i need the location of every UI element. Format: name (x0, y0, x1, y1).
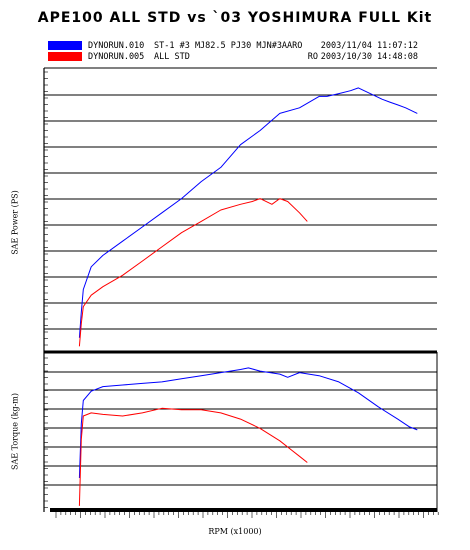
torque-series-line-0 (78, 367, 418, 479)
legend-desc: ST-1 #3 MJ82.5 PJ30 MJN#3AARO (154, 40, 303, 51)
legend-file: DYNORUN.010 (88, 40, 145, 51)
legend-entry-red: DYNORUN.005 ALL STD RO 2003/10/30 14:48:… (48, 51, 418, 62)
legend-date: 2003/10/30 14:48:08 (320, 51, 418, 62)
legend-tag: RO (307, 51, 318, 62)
legend-swatch-red (48, 52, 82, 61)
legend-desc: ALL STD (154, 51, 190, 62)
legend-file: DYNORUN.005 (88, 51, 145, 62)
power-series-line-0 (78, 87, 418, 338)
legend-entry-blue: DYNORUN.010 ST-1 #3 MJ82.5 PJ30 MJN#3AAR… (48, 40, 418, 51)
legend-swatch-blue (48, 41, 82, 50)
legend-date: 2003/11/04 11:07:12 (320, 40, 418, 51)
x-axis-label: RPM (x1000) (208, 527, 262, 536)
torque-series-line-1 (78, 407, 308, 506)
torque-axis-label: SAE Torque (kg-m) (10, 392, 20, 471)
x-axis-bar (50, 508, 437, 512)
chart-title: APE100 ALL STD vs `03 YOSHIMURA FULL Kit (37, 10, 433, 26)
power-series-line-1 (78, 198, 308, 347)
power-axis-label: SAE Power (PS) (10, 190, 20, 255)
